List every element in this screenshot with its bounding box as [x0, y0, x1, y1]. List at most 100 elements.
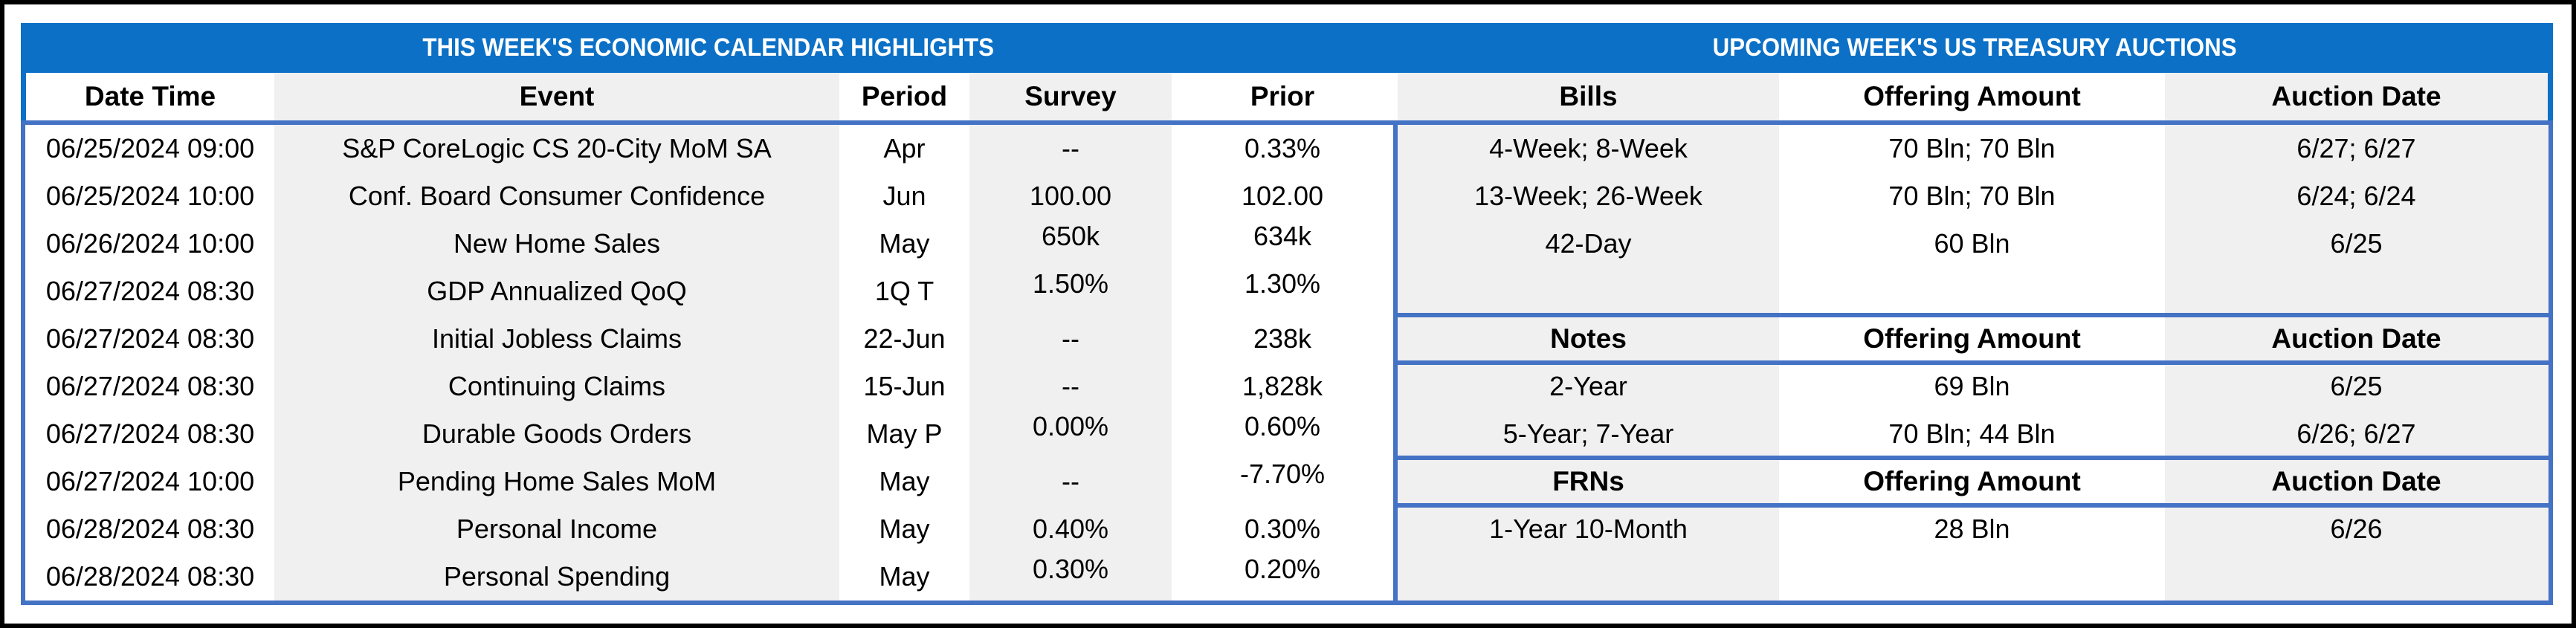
cell-prior: 0.33% — [1244, 133, 1321, 164]
cell-period: May — [879, 561, 930, 592]
cell-prior: 0.20% — [1244, 554, 1321, 584]
bills-row: 4-Week; 8-Week 70 Bln; 70 Bln 6/27; 6/27 — [1398, 125, 2548, 172]
table-bottom-border — [21, 601, 2553, 605]
col-header-event: Event — [274, 73, 839, 120]
calendar-row: 06/28/2024 08:30 Personal Spending May 0… — [26, 553, 1393, 601]
bills-header-row: Bills Offering Amount Auction Date — [1398, 73, 2553, 120]
notes-row: 5-Year; 7-Year 70 Bln; 44 Bln 6/26; 6/27 — [1398, 410, 2548, 458]
cell-date-time: 06/25/2024 09:00 — [45, 133, 255, 164]
col-header-date-time: Date Time — [84, 81, 216, 111]
cell-prior: -7.70% — [1239, 459, 1326, 489]
notes-header-row: Notes Offering Amount Auction Date — [1398, 315, 2548, 363]
col-header-offering-amount: Offering Amount — [1863, 466, 2081, 496]
cell-survey: 100.00 — [1029, 181, 1112, 211]
cell-date-time: 06/27/2024 08:30 — [45, 323, 255, 354]
bills-row: 13-Week; 26-Week 70 Bln; 70 Bln 6/24; 6/… — [1398, 172, 2548, 220]
frns-row: 1-Year 10-Month 28 Bln 6/26 — [1398, 505, 2548, 553]
cell-prior: 238k — [1253, 323, 1312, 354]
cell-period: Jun — [882, 181, 926, 211]
cell-auction-date: 6/26 — [2330, 514, 2383, 544]
auctions-title-text: UPCOMING WEEK'S US TREASURY AUCTIONS — [1712, 33, 2237, 62]
section-divider — [1393, 120, 1398, 605]
cell-date-time: 06/27/2024 08:30 — [45, 371, 255, 401]
col-header-offering-amount: Offering Amount — [1863, 323, 2081, 354]
cell-offering-amount: 69 Bln — [1934, 371, 2010, 401]
cell-period: May — [879, 466, 930, 496]
cell-survey: -- — [1062, 133, 1079, 164]
cell-auction-date: 6/25 — [2330, 371, 2383, 401]
cell-survey: -- — [1062, 371, 1079, 401]
cell-event: GDP Annualized QoQ — [427, 276, 687, 306]
table-left-border — [21, 120, 25, 605]
calendar-row: 06/25/2024 09:00 S&P CoreLogic CS 20-Cit… — [26, 125, 1393, 172]
calendar-title: THIS WEEK'S ECONOMIC CALENDAR HIGHLIGHTS — [21, 23, 1396, 73]
cell-date-time: 06/27/2024 10:00 — [45, 466, 255, 496]
cell-date-time: 06/28/2024 08:30 — [45, 514, 255, 544]
calendar-row: 06/26/2024 10:00 New Home Sales May 650k… — [26, 220, 1393, 268]
cell-survey: -- — [1062, 466, 1079, 496]
cell-date-time: 06/28/2024 08:30 — [45, 561, 255, 592]
calendar-row: 06/27/2024 08:30 Initial Jobless Claims … — [26, 315, 1393, 363]
cell-period: May — [879, 228, 930, 259]
cell-period: 22-Jun — [863, 323, 946, 354]
cell-event: Durable Goods Orders — [422, 418, 692, 449]
col-header-offering-amount: Offering Amount — [1863, 81, 2081, 111]
auctions-title: UPCOMING WEEK'S US TREASURY AUCTIONS — [1396, 23, 2553, 73]
calendar-title-text: THIS WEEK'S ECONOMIC CALENDAR HIGHLIGHTS — [422, 33, 995, 62]
calendar-row: 06/27/2024 08:30 Continuing Claims 15-Ju… — [26, 363, 1393, 410]
cell-security: 4-Week; 8-Week — [1489, 133, 1688, 164]
cell-event: S&P CoreLogic CS 20-City MoM SA — [342, 133, 772, 164]
header-bottom-border — [21, 120, 2553, 125]
calendar-row: 06/27/2024 08:30 Durable Goods Orders Ma… — [26, 410, 1393, 458]
cell-date-time: 06/27/2024 08:30 — [45, 418, 255, 449]
cell-event: Conf. Board Consumer Confidence — [348, 181, 766, 211]
cell-event: Personal Income — [456, 514, 658, 544]
cell-security: 2-Year — [1549, 371, 1627, 401]
cell-survey: 1.50% — [1032, 268, 1109, 299]
cell-offering-amount: 70 Bln; 44 Bln — [1888, 418, 2056, 449]
cell-event: Pending Home Sales MoM — [397, 466, 717, 496]
cell-auction-date: 6/26; 6/27 — [2296, 418, 2416, 449]
cell-auction-date: 6/24; 6/24 — [2296, 181, 2416, 211]
bills-bottom-border — [1393, 313, 2553, 317]
cell-prior: 102.00 — [1241, 181, 1324, 211]
notes-bottom-border — [1393, 456, 2553, 460]
calendar-row: 06/25/2024 10:00 Conf. Board Consumer Co… — [26, 172, 1393, 220]
col-header-survey: Survey — [969, 73, 1172, 120]
cell-period: May P — [866, 418, 943, 449]
survey-column-stripe — [969, 125, 1172, 601]
cell-offering-amount: 70 Bln; 70 Bln — [1888, 181, 2056, 211]
col-header-bills: Bills — [1398, 73, 1779, 120]
cell-survey: 650k — [1041, 221, 1100, 251]
cell-auction-date: 6/25 — [2330, 228, 2383, 259]
calendar-row: 06/27/2024 08:30 GDP Annualized QoQ 1Q T… — [26, 268, 1393, 315]
event-column-stripe — [274, 125, 839, 601]
notes-row: 2-Year 69 Bln 6/25 — [1398, 363, 2548, 410]
frns-header-row: FRNs Offering Amount Auction Date — [1398, 458, 2548, 505]
cell-survey: -- — [1062, 323, 1079, 354]
cell-date-time: 06/27/2024 08:30 — [45, 276, 255, 306]
col-header-period: Period — [861, 81, 948, 111]
cell-survey: 0.30% — [1032, 554, 1109, 584]
cell-event: Continuing Claims — [448, 371, 666, 401]
cell-security: 13-Week; 26-Week — [1474, 181, 1702, 211]
calendar-row: 06/28/2024 08:30 Personal Income May 0.4… — [26, 505, 1393, 553]
cell-survey: 0.40% — [1032, 514, 1109, 544]
cell-security: 42-Day — [1545, 228, 1632, 259]
cell-security: 1-Year 10-Month — [1489, 514, 1688, 544]
bills-row: 42-Day 60 Bln 6/25 — [1398, 220, 2548, 268]
calendar-table-body: 06/25/2024 09:00 S&P CoreLogic CS 20-Cit… — [26, 125, 1393, 601]
cell-period: May — [879, 514, 930, 544]
frns-header-bottom-border — [1393, 503, 2553, 508]
cell-survey: 0.00% — [1032, 411, 1109, 441]
cell-date-time: 06/26/2024 10:00 — [45, 228, 255, 259]
cell-auction-date: 6/27; 6/27 — [2296, 133, 2416, 164]
treasury-table-body: 4-Week; 8-Week 70 Bln; 70 Bln 6/27; 6/27… — [1398, 125, 2548, 601]
cell-period: Apr — [883, 133, 926, 164]
cell-period: 15-Jun — [863, 371, 946, 401]
cell-prior: 0.30% — [1244, 514, 1321, 544]
col-header-auction-date: Auction Date — [2271, 466, 2441, 496]
calendar-header-row: Date Time Event Period Survey Prior — [21, 73, 1393, 120]
cell-event: New Home Sales — [453, 228, 661, 259]
